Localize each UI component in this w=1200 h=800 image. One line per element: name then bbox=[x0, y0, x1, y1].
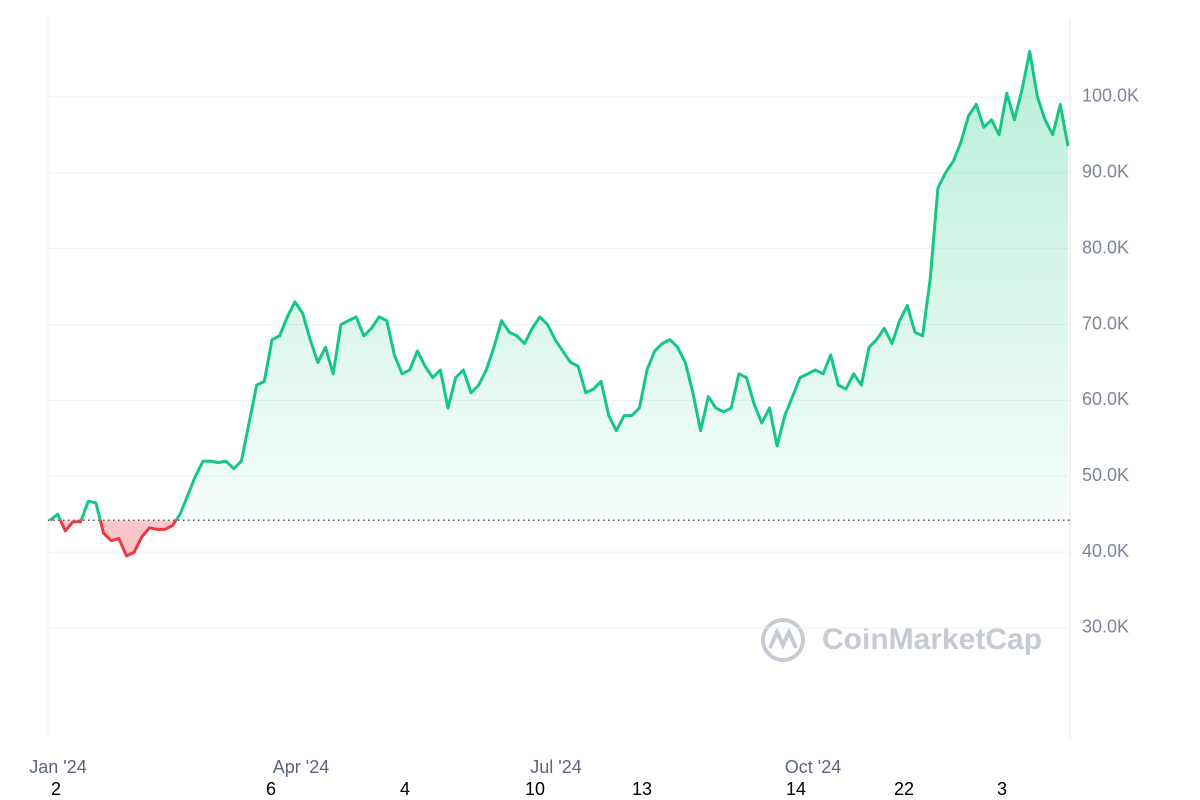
x-label-day: 6 bbox=[266, 779, 276, 799]
price-line-up bbox=[49, 49, 1070, 521]
area-above bbox=[50, 51, 1068, 521]
x-label: Jul '24 bbox=[530, 757, 581, 777]
y-tick-label: 60.0K bbox=[1082, 389, 1129, 409]
x-label-day: 13 bbox=[632, 779, 652, 799]
x-label: Oct '24 bbox=[785, 757, 841, 777]
x-label-day: 3 bbox=[997, 779, 1007, 799]
x-label-day: 10 bbox=[525, 779, 545, 799]
y-tick-label: 100.0K bbox=[1082, 86, 1139, 106]
y-tick-label: 70.0K bbox=[1082, 313, 1129, 333]
x-label: Apr '24 bbox=[273, 757, 329, 777]
y-tick-label: 80.0K bbox=[1082, 237, 1129, 257]
watermark-logo bbox=[761, 618, 805, 662]
area-below bbox=[50, 520, 177, 556]
y-tick-label: 90.0K bbox=[1082, 162, 1129, 182]
x-label-day: 14 bbox=[786, 779, 806, 799]
y-tick-label: 50.0K bbox=[1082, 465, 1129, 485]
x-label: Jan '24 bbox=[29, 757, 86, 777]
x-label-day: 22 bbox=[894, 779, 914, 799]
x-label-day: 4 bbox=[400, 779, 410, 799]
x-label-day: 2 bbox=[51, 779, 61, 799]
y-tick-label: 30.0K bbox=[1082, 617, 1129, 637]
y-tick-label: 40.0K bbox=[1082, 541, 1129, 561]
